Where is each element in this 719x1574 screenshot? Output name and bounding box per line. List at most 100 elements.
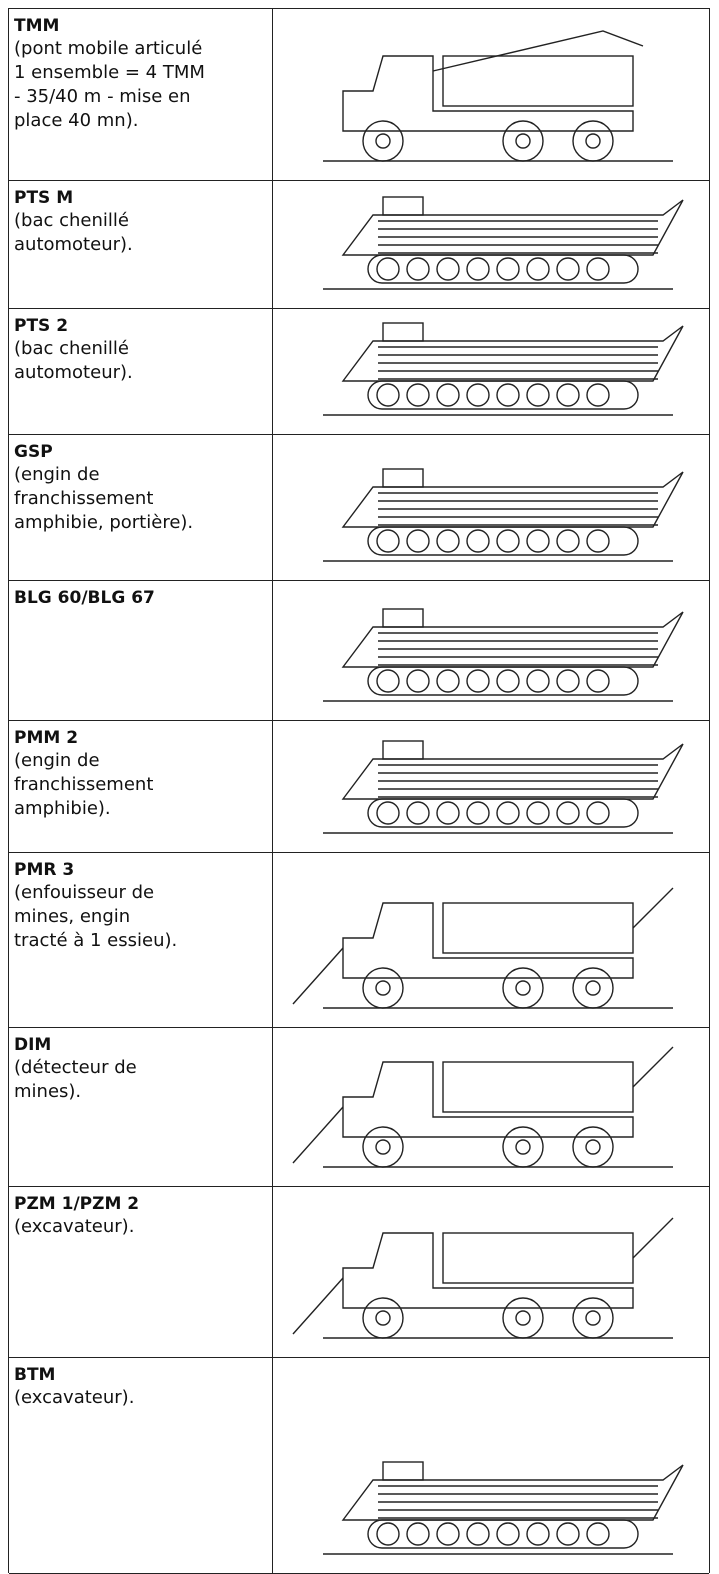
- sketch-stroke: [586, 669, 610, 693]
- vehicle-description: mines).: [14, 1081, 82, 1102]
- vehicle-drawing: [292, 1217, 674, 1339]
- vehicle-name: PTS M: [14, 188, 74, 208]
- sketch-stroke: [466, 257, 490, 281]
- vehicle-drawing: [292, 1046, 674, 1168]
- sketch-stroke: [406, 669, 430, 693]
- sketch-stroke: [586, 1522, 610, 1546]
- drawing-cell: [273, 1028, 709, 1186]
- text-cell: PMR 3 (enfouisseur de mines, engin tracté à…: [9, 853, 273, 1027]
- sketch-stroke: [556, 801, 580, 825]
- sketch-stroke: [466, 669, 490, 693]
- vehicle-description: (engin de: [14, 750, 100, 771]
- sketch-stroke: [341, 743, 684, 800]
- sketch-stroke: [376, 1522, 400, 1546]
- vehicle-drawing: [323, 196, 684, 290]
- vehicle-name: PMR 3: [14, 860, 75, 880]
- sketch-stroke: [436, 383, 460, 407]
- vehicle-description: tracté à 1 essieu).: [14, 930, 178, 951]
- vehicle-description: (pont mobile articulé: [14, 38, 203, 59]
- sketch-stroke: [382, 196, 424, 216]
- text-cell: PTS 2 (bac chenillé automoteur).: [9, 309, 273, 434]
- sketch-stroke: [342, 902, 634, 979]
- sketch-stroke: [375, 1310, 391, 1326]
- text-cell: PTS M (bac chenillé automoteur).: [9, 181, 273, 308]
- vehicle-description: automoteur).: [14, 234, 133, 255]
- sketch-stroke: [526, 669, 550, 693]
- table-row: PTS M (bac chenillé automoteur).: [9, 181, 709, 309]
- sketch-stroke: [436, 257, 460, 281]
- vehicle-description: (engin de: [14, 464, 100, 485]
- sketch-stroke: [382, 468, 424, 488]
- sketch-stroke: [342, 1232, 634, 1309]
- sketch-stroke: [292, 1217, 674, 1335]
- vehicle-description: franchissement: [14, 488, 154, 509]
- sketch-stroke: [556, 383, 580, 407]
- table-row: BTM (excavateur).: [9, 1358, 709, 1574]
- sketch-stroke: [376, 257, 400, 281]
- vehicle-description: (enfouisseur de: [14, 882, 155, 903]
- sketch-stroke: [362, 1297, 404, 1339]
- sketch-stroke: [526, 801, 550, 825]
- sketch-stroke: [341, 611, 684, 668]
- sketch-stroke: [526, 383, 550, 407]
- sketch-stroke: [556, 1522, 580, 1546]
- sketch-stroke: [442, 902, 634, 954]
- sketch-stroke: [376, 801, 400, 825]
- vehicle-drawing: [323, 468, 684, 562]
- sketch-stroke: [586, 529, 610, 553]
- vehicle-drawing: [323, 608, 684, 702]
- vehicle-name: PTS 2: [14, 316, 69, 336]
- sketch-stroke: [572, 1297, 614, 1339]
- sketch-stroke: [496, 801, 520, 825]
- text-cell: GSP (engin de franchissement amphibie, port…: [9, 435, 273, 580]
- sketch-stroke: [572, 120, 614, 162]
- vehicle-name: BLG 60/BLG 67: [14, 588, 155, 608]
- table-row: PZM 1/PZM 2 (excavateur).: [9, 1187, 709, 1358]
- vehicle-name: GSP: [14, 442, 53, 462]
- sketch-stroke: [586, 257, 610, 281]
- table-row: PTS 2 (bac chenillé automoteur).: [9, 309, 709, 435]
- sketch-stroke: [502, 1297, 544, 1339]
- sketch-stroke: [466, 529, 490, 553]
- sketch-stroke: [556, 669, 580, 693]
- vehicle-description: (excavateur).: [14, 1387, 135, 1408]
- drawing-cell: [273, 1187, 709, 1357]
- sketch-stroke: [496, 383, 520, 407]
- sketch-stroke: [515, 1310, 531, 1326]
- sketch-stroke: [376, 529, 400, 553]
- sketch-stroke: [406, 529, 430, 553]
- sketch-stroke: [556, 257, 580, 281]
- sketch-stroke: [526, 257, 550, 281]
- vehicle-drawing: [323, 30, 673, 162]
- sketch-stroke: [292, 887, 674, 1005]
- table-row: PMM 2 (engin de franchissement amphibie).: [9, 721, 709, 853]
- vehicle-name: DIM: [14, 1035, 52, 1055]
- sketch-stroke: [515, 133, 531, 149]
- table-row: GSP (engin de franchissement amphibie, port…: [9, 435, 709, 581]
- sketch-stroke: [502, 1126, 544, 1168]
- sketch-stroke: [432, 30, 644, 72]
- sketch-stroke: [341, 199, 684, 256]
- sketch-stroke: [586, 383, 610, 407]
- drawing-cell: [273, 581, 709, 720]
- sketch-stroke: [496, 669, 520, 693]
- text-cell: PZM 1/PZM 2 (excavateur).: [9, 1187, 273, 1357]
- vehicle-description: mines, engin: [14, 906, 131, 927]
- vehicle-description: automoteur).: [14, 362, 133, 383]
- sketch-stroke: [586, 801, 610, 825]
- sketch-stroke: [436, 801, 460, 825]
- vehicle-description: - 35/40 m - mise en: [14, 86, 191, 107]
- sketch-stroke: [515, 1139, 531, 1155]
- sketch-stroke: [341, 471, 684, 528]
- drawing-cell: [273, 9, 709, 180]
- sketch-stroke: [466, 1522, 490, 1546]
- sketch-stroke: [585, 980, 601, 996]
- sketch-stroke: [436, 529, 460, 553]
- sketch-stroke: [382, 1461, 424, 1481]
- vehicle-description: 1 ensemble = 4 TMM: [14, 62, 205, 83]
- sketch-stroke: [292, 1046, 674, 1164]
- sketch-stroke: [436, 669, 460, 693]
- text-cell: BTM (excavateur).: [9, 1358, 273, 1573]
- sketch-stroke: [585, 1139, 601, 1155]
- sketch-stroke: [406, 257, 430, 281]
